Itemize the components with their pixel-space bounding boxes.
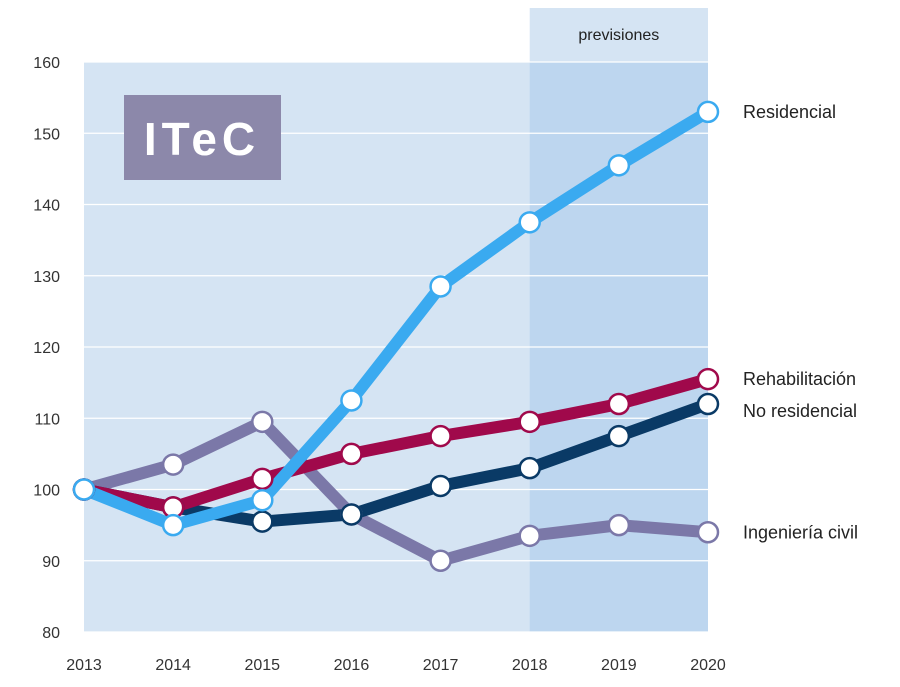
- data-point: [251, 410, 274, 434]
- data-point: [429, 424, 452, 448]
- series-label: Ingeniería civil: [743, 522, 858, 542]
- y-axis-ticks: 80 90 100 110 120 130 140 150 160: [33, 55, 60, 642]
- data-point: [696, 367, 720, 391]
- x-tick-label: 2013: [66, 657, 102, 674]
- series-label: Rehabilitación: [743, 369, 856, 389]
- logo-text: ITeC: [144, 113, 260, 165]
- x-axis-ticks: 2013 2014 2015 2016 2017 2018 2019 2020: [66, 657, 726, 674]
- data-point: [251, 510, 274, 533]
- data-point: [429, 474, 452, 498]
- x-tick-label: 2019: [601, 657, 637, 674]
- data-point: [696, 521, 720, 544]
- x-tick-label: 2020: [690, 657, 726, 674]
- data-point: [696, 100, 720, 124]
- data-point: [429, 549, 452, 572]
- data-point: [340, 503, 363, 526]
- data-point: [251, 488, 274, 512]
- series-points: [72, 100, 720, 572]
- series-lines: [78, 105, 714, 567]
- y-tick-label: 160: [33, 55, 60, 72]
- series-line: [78, 373, 714, 514]
- data-point: [518, 524, 541, 548]
- y-tick-label: 120: [33, 340, 60, 357]
- x-tick-label: 2016: [334, 657, 370, 674]
- data-point: [607, 392, 631, 416]
- data-point: [696, 392, 720, 416]
- data-point: [429, 275, 452, 298]
- y-tick-label: 140: [33, 198, 60, 215]
- data-point: [161, 513, 185, 537]
- data-point: [518, 456, 541, 480]
- y-tick-label: 110: [34, 411, 60, 428]
- forecast-header: [529, 8, 708, 62]
- data-point: [518, 211, 541, 234]
- logo-box: [124, 95, 281, 180]
- data-point: [607, 424, 631, 448]
- x-tick-label: 2017: [423, 657, 459, 674]
- series-line: [78, 105, 714, 532]
- data-point: [340, 442, 363, 466]
- forecast-label: previsiones: [578, 27, 659, 44]
- series-label: No residencial: [743, 401, 857, 421]
- series-label: Residencial: [743, 102, 836, 122]
- y-tick-label: 100: [33, 483, 60, 500]
- itec-logo: ITeC: [124, 95, 281, 180]
- y-tick-label: 130: [33, 269, 60, 286]
- data-point: [161, 453, 185, 476]
- x-tick-label: 2018: [512, 657, 548, 674]
- series-line: [78, 415, 714, 567]
- y-tick-label: 150: [33, 126, 60, 143]
- series-labels: Residencial Rehabilitación No residencial I…: [743, 102, 858, 542]
- data-point: [518, 410, 541, 434]
- y-tick-label: 90: [42, 554, 60, 571]
- data-point: [340, 389, 363, 412]
- data-point: [251, 467, 274, 491]
- data-point: [607, 513, 631, 537]
- y-tick-label: 80: [42, 625, 60, 642]
- x-tick-label: 2015: [244, 657, 280, 674]
- x-tick-label: 2014: [155, 657, 191, 674]
- data-point: [607, 154, 631, 177]
- series-line: [78, 398, 714, 528]
- data-point: [72, 478, 96, 501]
